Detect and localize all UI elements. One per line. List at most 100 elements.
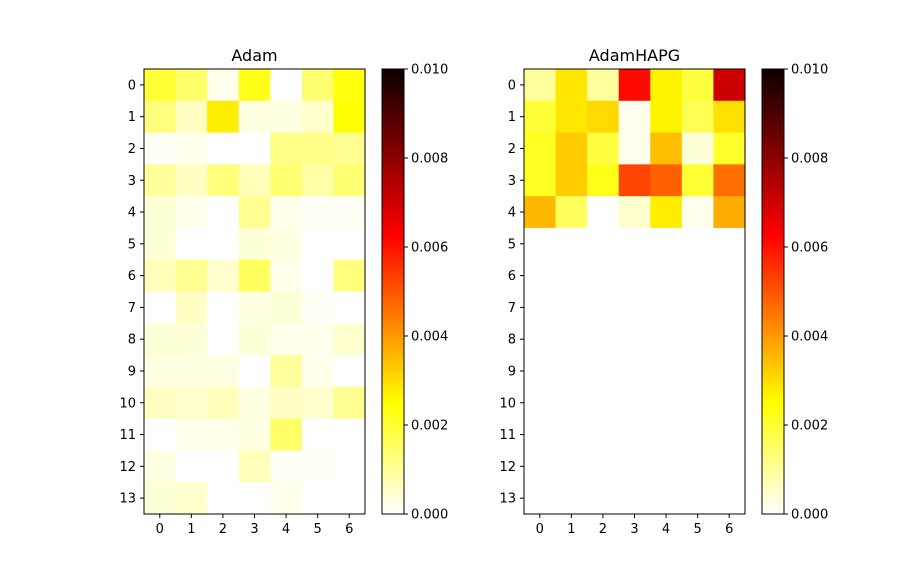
heatmap-adamhapg-cell-9-5	[681, 355, 714, 388]
heatmap-adamhapg-cell-0-0	[524, 69, 556, 102]
heatmap-adamhapg-cell-10-5	[681, 386, 714, 420]
heatmap-adam-cell-1-3	[238, 100, 271, 133]
heatmap-adam-cell-2-5	[301, 132, 334, 165]
heatmap-adam-cell-2-1	[175, 132, 208, 165]
heatmap-adam-cell-1-0	[144, 100, 176, 133]
heatmap-adamhapg-y-tick-label-1: 1	[508, 110, 516, 125]
heatmap-adamhapg-cell-9-4	[650, 355, 683, 388]
colorbar-adamhapg-tick-label-5: 0.010	[791, 63, 828, 78]
heatmap-adamhapg-y-tick-label-0: 0	[508, 78, 516, 93]
heatmap-adamhapg-cell-3-0	[524, 164, 556, 197]
heatmap-adamhapg-cell-9-6	[713, 355, 746, 388]
heatmap-adamhapg-cell-7-5	[681, 291, 714, 324]
heatmap-adam-cell-0-4	[270, 69, 303, 102]
heatmap-adamhapg-cell-4-2	[587, 196, 620, 229]
heatmap-adamhapg-cell-8-0	[524, 323, 556, 356]
heatmap-adamhapg-y-tick-label-13: 13	[499, 492, 516, 507]
heatmap-adamhapg-cell-3-4	[650, 164, 683, 197]
heatmap-adamhapg-cell-10-0	[524, 386, 556, 420]
heatmap-adam-y-tick-label-5: 5	[128, 237, 136, 252]
heatmap-adam-cell-1-6	[333, 100, 366, 133]
heatmap-adam-x-tick-label-5: 5	[314, 522, 322, 537]
heatmap-adamhapg-cell-13-0	[524, 482, 556, 515]
heatmap-adamhapg-cell-1-4	[650, 100, 683, 133]
heatmap-adam-cell-12-2	[207, 450, 240, 483]
heatmap-adam-cell-3-0	[144, 164, 176, 197]
heatmap-adam-cell-2-2	[207, 132, 240, 165]
heatmap-adam-cell-9-5	[301, 355, 334, 388]
heatmap-adamhapg-cell-12-3	[618, 450, 651, 483]
heatmap-adamhapg-cell-7-6	[713, 291, 746, 324]
heatmap-adam-cell-6-0	[144, 259, 176, 292]
heatmap-adam-cell-12-4	[270, 450, 303, 483]
heatmap-adam-cell-10-2	[207, 386, 240, 420]
heatmap-adam-cell-8-1	[175, 323, 208, 356]
heatmap-adam-y-tick-label-9: 9	[128, 364, 136, 379]
heatmap-adamhapg-y-tick-label-8: 8	[508, 333, 516, 348]
heatmap-adamhapg-x-tick-label-3: 3	[630, 522, 638, 537]
heatmap-adamhapg-cell-12-4	[650, 450, 683, 483]
heatmap-adamhapg-cell-12-6	[713, 450, 746, 483]
colorbar-adam-tick-label-0: 0.000	[411, 508, 448, 523]
heatmap-adamhapg-y-tick-label-4: 4	[508, 206, 516, 221]
heatmap-adam-cell-9-0	[144, 355, 176, 388]
heatmap-adam-y-tick-label-2: 2	[128, 142, 136, 157]
heatmap-adamhapg-y-tick-label-2: 2	[508, 142, 516, 157]
heatmap-adamhapg-cell-4-4	[650, 196, 683, 229]
heatmap-adamhapg-cell-6-1	[555, 259, 588, 292]
colorbar-adam-tick-label-4: 0.008	[411, 152, 448, 167]
heatmap-adamhapg-cell-4-0	[524, 196, 556, 229]
heatmap-adam-cell-8-0	[144, 323, 176, 356]
heatmap-adamhapg-cell-5-6	[713, 227, 746, 261]
heatmap-adamhapg-cell-0-3	[618, 69, 651, 102]
heatmap-adam-cell-3-1	[175, 164, 208, 197]
heatmap-adam-y-tick-label-7: 7	[128, 301, 136, 316]
heatmap-adam-cell-2-6	[333, 132, 366, 165]
heatmap-adam-cell-6-6	[333, 259, 366, 292]
heatmap-adam-x-tick-label-6: 6	[345, 522, 353, 537]
heatmap-adamhapg-cell-1-0	[524, 100, 556, 133]
heatmap-adam-cell-4-6	[333, 196, 366, 229]
heatmap-adamhapg-cell-8-4	[650, 323, 683, 356]
heatmap-adam-cell-0-3	[238, 69, 271, 102]
colorbar-adamhapg-tick-label-3: 0.006	[791, 241, 828, 256]
heatmap-adamhapg-cell-5-0	[524, 227, 556, 261]
heatmap-adamhapg-x-tick-label-6: 6	[725, 522, 733, 537]
heatmap-adam-y-tick-label-4: 4	[128, 206, 136, 221]
heatmap-adam-cell-12-0	[144, 450, 176, 483]
heatmap-adamhapg-cell-11-5	[681, 418, 714, 451]
heatmap-adam-cell-11-1	[175, 418, 208, 451]
heatmap-adamhapg-cell-8-3	[618, 323, 651, 356]
heatmap-adam-y-tick-label-11: 11	[119, 428, 136, 443]
heatmap-adamhapg-cell-6-2	[587, 259, 620, 292]
heatmap-adam-cell-7-2	[207, 291, 240, 324]
heatmap-adam-y-tick-label-6: 6	[128, 269, 136, 284]
heatmap-adam-y-tick-label-0: 0	[128, 78, 136, 93]
heatmap-adam-cell-5-5	[301, 227, 334, 261]
heatmap-adam-cell-8-3	[238, 323, 271, 356]
heatmap-adam-cell-4-0	[144, 196, 176, 229]
heatmap-adamhapg-cell-0-6	[713, 69, 746, 102]
heatmap-adam-cell-0-1	[175, 69, 208, 102]
heatmap-adam-cell-6-2	[207, 259, 240, 292]
heatmap-adamhapg-cell-6-4	[650, 259, 683, 292]
heatmap-adamhapg-cell-0-4	[650, 69, 683, 102]
heatmap-adamhapg-cell-7-1	[555, 291, 588, 324]
colorbar-adamhapg-tick-label-4: 0.008	[791, 152, 828, 167]
heatmap-adam-cell-5-4	[270, 227, 303, 261]
colorbar-adam-tick-label-1: 0.002	[411, 419, 448, 434]
heatmap-adamhapg-cell-13-5	[681, 482, 714, 515]
colorbar-adamhapg-gradient	[761, 68, 785, 515]
heatmap-adam-cell-13-1	[175, 482, 208, 515]
heatmap-adam-cell-0-0	[144, 69, 176, 102]
heatmap-adamhapg-cell-3-5	[681, 164, 714, 197]
colorbar-adam-tick-label-5: 0.010	[411, 63, 448, 78]
colorbar-adam-gradient	[381, 68, 405, 515]
heatmap-adamhapg-cell-1-6	[713, 100, 746, 133]
heatmap-adamhapg-cell-13-2	[587, 482, 620, 515]
heatmap-adam-cell-7-0	[144, 291, 176, 324]
heatmap-adamhapg-cell-6-5	[681, 259, 714, 292]
heatmap-adam-cell-4-2	[207, 196, 240, 229]
